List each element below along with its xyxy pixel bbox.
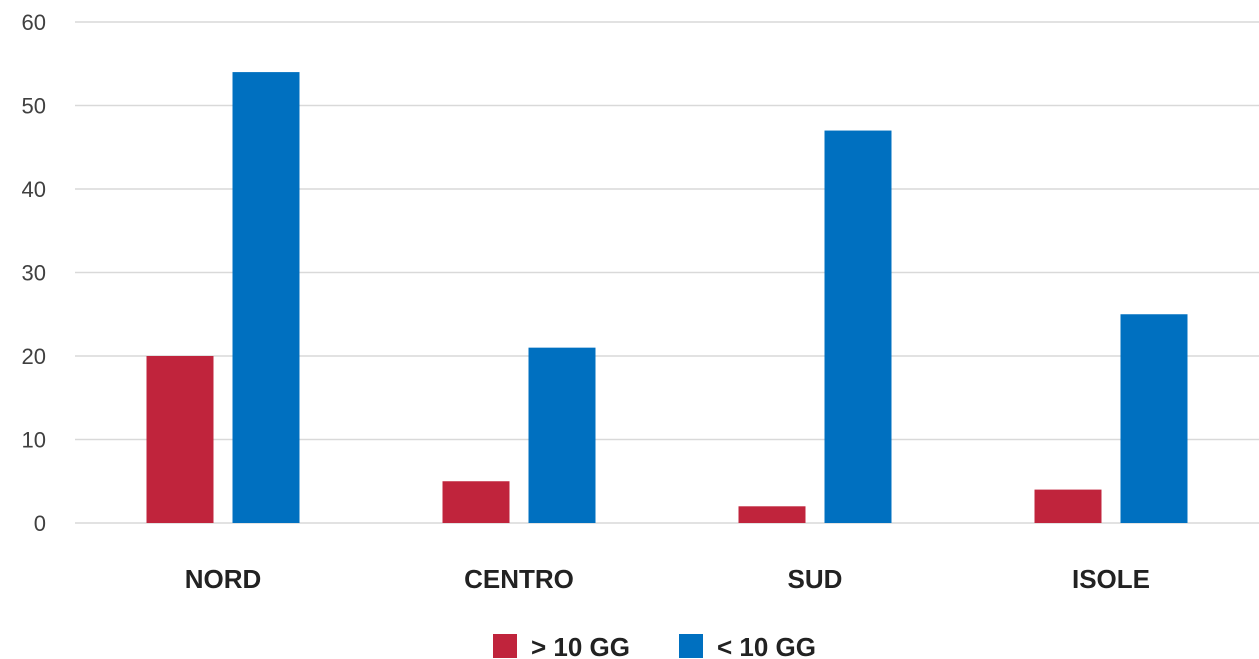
y-tick-label: 20 bbox=[22, 344, 46, 369]
y-tick-label: 40 bbox=[22, 177, 46, 202]
bar-isole-series-1 bbox=[1034, 489, 1102, 523]
y-tick-label: 30 bbox=[22, 261, 46, 286]
y-axis-tick-labels: 0 10 20 30 40 50 60 bbox=[22, 10, 46, 536]
bar-nord-series-1 bbox=[146, 356, 214, 523]
bar-centro-series-2 bbox=[528, 347, 596, 523]
x-axis-category-labels: NORD CENTRO SUD ISOLE bbox=[185, 564, 1150, 594]
bar-isole-series-2 bbox=[1120, 314, 1188, 523]
x-category-label: SUD bbox=[788, 564, 843, 594]
y-tick-label: 10 bbox=[22, 428, 46, 453]
legend-label-series-1: > 10 GG bbox=[531, 632, 630, 659]
x-category-label: NORD bbox=[185, 564, 262, 594]
bar-centro-series-1 bbox=[442, 481, 510, 523]
bar-nord-series-2 bbox=[232, 72, 300, 523]
legend-swatch-series-2 bbox=[679, 634, 703, 658]
bars bbox=[146, 72, 1188, 524]
y-tick-label: 0 bbox=[34, 511, 46, 536]
bar-sud-series-1 bbox=[738, 506, 806, 523]
y-tick-label: 60 bbox=[22, 10, 46, 35]
y-tick-label: 50 bbox=[22, 94, 46, 119]
legend: > 10 GG < 10 GG bbox=[493, 632, 816, 659]
legend-swatch-series-1 bbox=[493, 634, 517, 658]
bar-sud-series-2 bbox=[824, 130, 892, 524]
x-category-label: ISOLE bbox=[1072, 564, 1150, 594]
legend-label-series-2: < 10 GG bbox=[717, 632, 816, 659]
x-category-label: CENTRO bbox=[464, 564, 574, 594]
